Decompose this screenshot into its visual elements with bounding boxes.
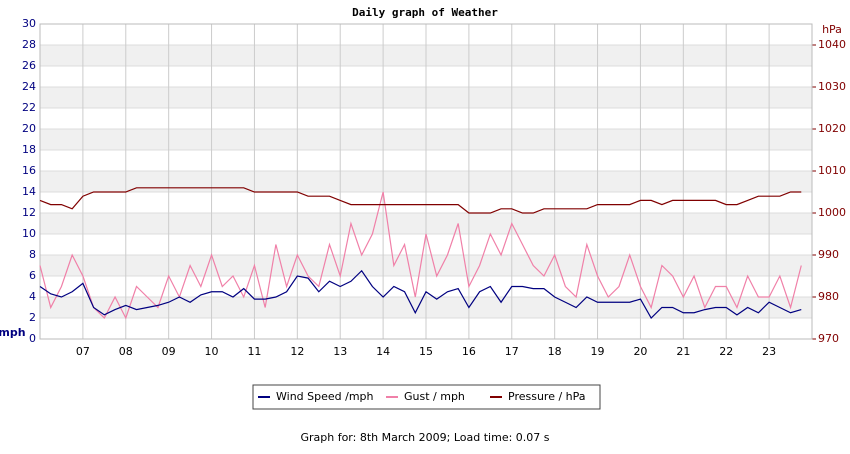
x-tick-label: 12 [290,345,304,358]
legend-box [252,384,601,410]
series-line [39,187,802,214]
x-tick-label: 10 [205,345,219,358]
x-tick-label: 16 [462,345,476,358]
y2-tick-label: 1010 [818,164,846,177]
y2-tick-label: 1000 [818,206,846,219]
x-tick-label: 17 [505,345,519,358]
y2-tick-label: 980 [818,290,839,303]
series-line [39,269,802,319]
legend-label: Pressure / hPa [508,390,586,403]
y2-axis-label: hPa [822,23,842,36]
y-tick-label: 10 [22,227,36,240]
x-tick-label: 15 [419,345,433,358]
x-tick-label: 19 [591,345,605,358]
y-tick-label: 22 [22,101,36,114]
y-tick-label: 28 [22,38,36,51]
y-tick-label: 16 [22,164,36,177]
x-tick-label: 20 [633,345,647,358]
plot-frame [39,23,813,340]
x-tick-label: 18 [548,345,562,358]
legend-label: Gust / mph [404,390,465,403]
y2-tick-label: 990 [818,248,839,261]
y2-tick-label: 1030 [818,80,846,93]
legend-label: Wind Speed /mph [276,390,374,403]
y-tick-label: 20 [22,122,36,135]
chart-title: Daily graph of Weather [352,6,498,19]
y-tick-label: 6 [29,269,36,282]
x-tick-label: 09 [162,345,176,358]
y-tick-label: 12 [22,206,36,219]
y-axis-label: mph [0,326,26,339]
y2-tick-label: 1020 [818,122,846,135]
x-tick-label: 14 [376,345,390,358]
x-tick-label: 08 [119,345,133,358]
y-tick-label: 8 [29,248,36,261]
y-tick-label: 24 [22,80,36,93]
y-tick-label: 30 [22,17,36,30]
x-tick-label: 07 [76,345,90,358]
footer: Graph for: 8th March 2009; Load time: 0.… [300,431,549,444]
y-tick-label: 2 [29,311,36,324]
x-tick-label: 11 [247,345,261,358]
y2-tick-label: 970 [818,332,839,345]
y-tick-label: 14 [22,185,36,198]
x-tick-label: 23 [762,345,776,358]
y-tick-label: 18 [22,143,36,156]
y2-tick-label: 1040 [818,38,846,51]
x-tick-label: 13 [333,345,347,358]
series-line [39,191,802,320]
y-tick-label: 0 [29,332,36,345]
y-tick-label: 4 [29,290,36,303]
y-tick-label: 26 [22,59,36,72]
x-tick-label: 22 [719,345,733,358]
x-tick-label: 21 [676,345,690,358]
